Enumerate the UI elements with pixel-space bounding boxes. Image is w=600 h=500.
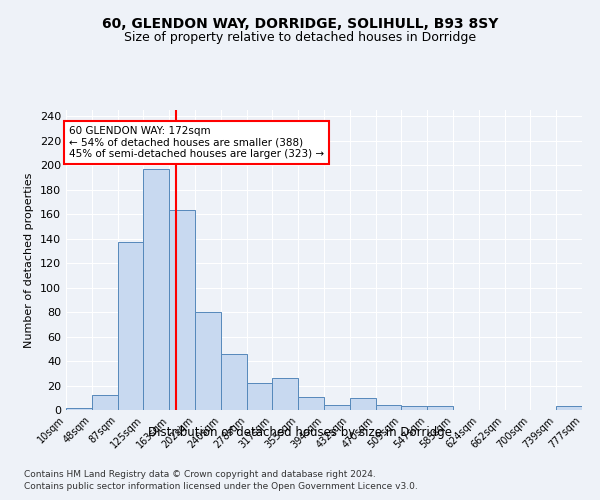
Bar <box>427 406 453 410</box>
Bar <box>169 210 195 410</box>
Text: 60 GLENDON WAY: 172sqm
← 54% of detached houses are smaller (388)
45% of semi-de: 60 GLENDON WAY: 172sqm ← 54% of detached… <box>69 126 324 159</box>
Bar <box>143 169 169 410</box>
Bar <box>376 405 401 410</box>
Bar <box>118 242 143 410</box>
Text: Size of property relative to detached houses in Dorridge: Size of property relative to detached ho… <box>124 31 476 44</box>
Bar <box>92 396 118 410</box>
Text: Contains public sector information licensed under the Open Government Licence v3: Contains public sector information licen… <box>24 482 418 491</box>
Bar <box>221 354 247 410</box>
Bar <box>401 406 427 410</box>
Bar <box>247 383 272 410</box>
Bar <box>195 312 221 410</box>
Bar <box>298 396 324 410</box>
Bar <box>350 398 376 410</box>
Bar <box>324 405 350 410</box>
Bar <box>66 408 92 410</box>
Bar <box>556 406 582 410</box>
Text: Contains HM Land Registry data © Crown copyright and database right 2024.: Contains HM Land Registry data © Crown c… <box>24 470 376 479</box>
Bar <box>272 378 298 410</box>
Text: 60, GLENDON WAY, DORRIDGE, SOLIHULL, B93 8SY: 60, GLENDON WAY, DORRIDGE, SOLIHULL, B93… <box>102 18 498 32</box>
Y-axis label: Number of detached properties: Number of detached properties <box>25 172 34 348</box>
Text: Distribution of detached houses by size in Dorridge: Distribution of detached houses by size … <box>148 426 452 439</box>
